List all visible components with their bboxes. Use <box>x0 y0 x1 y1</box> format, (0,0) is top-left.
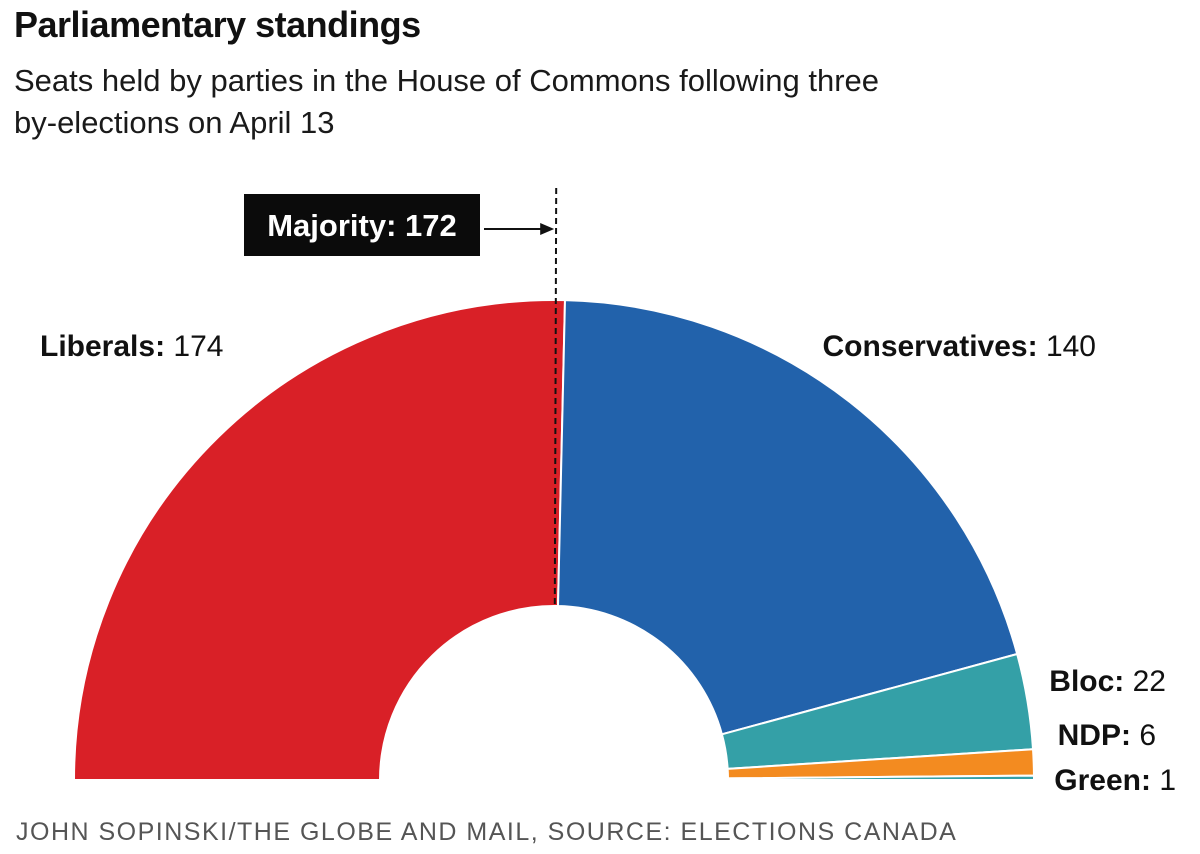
label-green: Green: 1 <box>1054 764 1176 797</box>
label-green-value: 1 <box>1159 764 1176 797</box>
chart-subtitle: Seats held by parties in the House of Co… <box>14 63 880 140</box>
chart-title: Parliamentary standings <box>14 4 421 45</box>
label-conservatives: Conservatives: 140 <box>823 330 1097 363</box>
label-ndp-value: 6 <box>1139 719 1156 752</box>
label-liberals: Liberals: 174 <box>40 330 223 363</box>
slice-liberals <box>72 299 567 781</box>
slice-green <box>726 774 1036 781</box>
label-green-name: Green <box>1054 764 1141 797</box>
label-liberals-value: 174 <box>173 330 223 363</box>
majority-marker: Majority: 172 <box>244 187 558 607</box>
source-credit: JOHN SOPINSKI/THE GLOBE AND MAIL, SOURCE… <box>16 818 958 846</box>
label-conservatives-value: 140 <box>1046 330 1096 363</box>
majority-arrowhead <box>540 223 555 235</box>
label-liberals-name: Liberals <box>40 330 155 363</box>
label-ndp: NDP: 6 <box>1058 719 1156 752</box>
label-bloc: Bloc: 22 <box>1049 665 1166 698</box>
label-bloc-value: 22 <box>1133 665 1166 698</box>
label-conservatives-name: Conservatives <box>823 330 1028 363</box>
majority-label: Majority: 172 <box>267 208 457 243</box>
label-ndp-name: NDP <box>1058 719 1121 752</box>
label-bloc-name: Bloc <box>1049 665 1114 698</box>
slice-conservatives <box>556 299 1019 736</box>
majority-label-box <box>244 194 480 256</box>
